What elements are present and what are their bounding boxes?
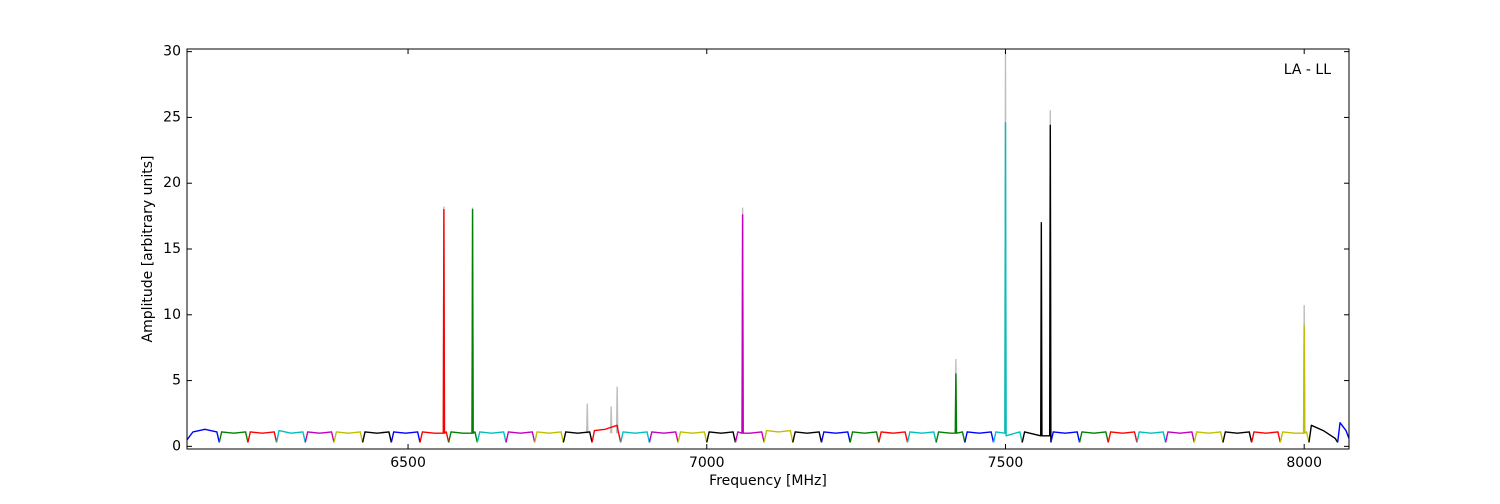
plot-frame [186,48,1350,450]
series-line [992,121,1023,443]
series-line [390,431,421,443]
series-line [562,431,593,443]
series-line [187,428,220,443]
y-axis-label: Amplitude [arbitrary units] [140,156,156,343]
y-tick-label: 30 [163,44,181,60]
series-line [1050,431,1081,443]
x-tick-label: 8000 [1286,455,1322,471]
y-tick-label: 15 [163,241,181,257]
series-line [476,431,507,443]
series-line [648,431,679,443]
y-tick-label: 20 [163,175,181,191]
y-tick-label: 25 [163,109,181,125]
series-line [763,429,794,443]
series-line [1336,421,1349,443]
series-line [849,431,880,443]
series-line [442,50,1306,434]
y-tick-label: 0 [172,438,181,454]
annotation: LA - LL [1284,62,1331,78]
series-line [1193,431,1224,443]
series-line [620,431,651,443]
series-line [1308,424,1339,443]
series-line [1250,431,1281,443]
x-axis-label: Frequency [MHz] [709,473,827,489]
series-line [247,431,278,443]
series-line [1164,431,1195,443]
series-line [1279,324,1310,443]
series-line [677,431,708,443]
series-line [275,429,306,443]
series-line [304,431,335,443]
series-line [964,431,995,443]
series-line [361,431,393,443]
x-tick-label: 7000 [689,455,725,471]
series-line [878,431,909,443]
series-line [1078,431,1109,443]
series-line [447,208,479,443]
y-tick-label: 10 [163,307,181,323]
series-line [1107,431,1138,443]
y-tick-label: 5 [172,373,181,389]
series-line [333,431,364,443]
series-line [419,208,450,443]
series-line [734,214,765,443]
series-line [706,431,737,443]
series-line [591,424,622,443]
series-line [1222,431,1253,443]
series-line [218,431,249,443]
series-line [935,373,966,443]
series-line [505,431,536,443]
series-line [792,431,823,443]
x-tick-label: 6500 [390,455,426,471]
x-tick-label: 7500 [988,455,1024,471]
series-line [820,431,851,443]
plot-area [187,50,1349,443]
series-line [1136,431,1167,443]
series-line [534,431,565,443]
series-line [1021,124,1052,443]
series-line [906,431,937,443]
